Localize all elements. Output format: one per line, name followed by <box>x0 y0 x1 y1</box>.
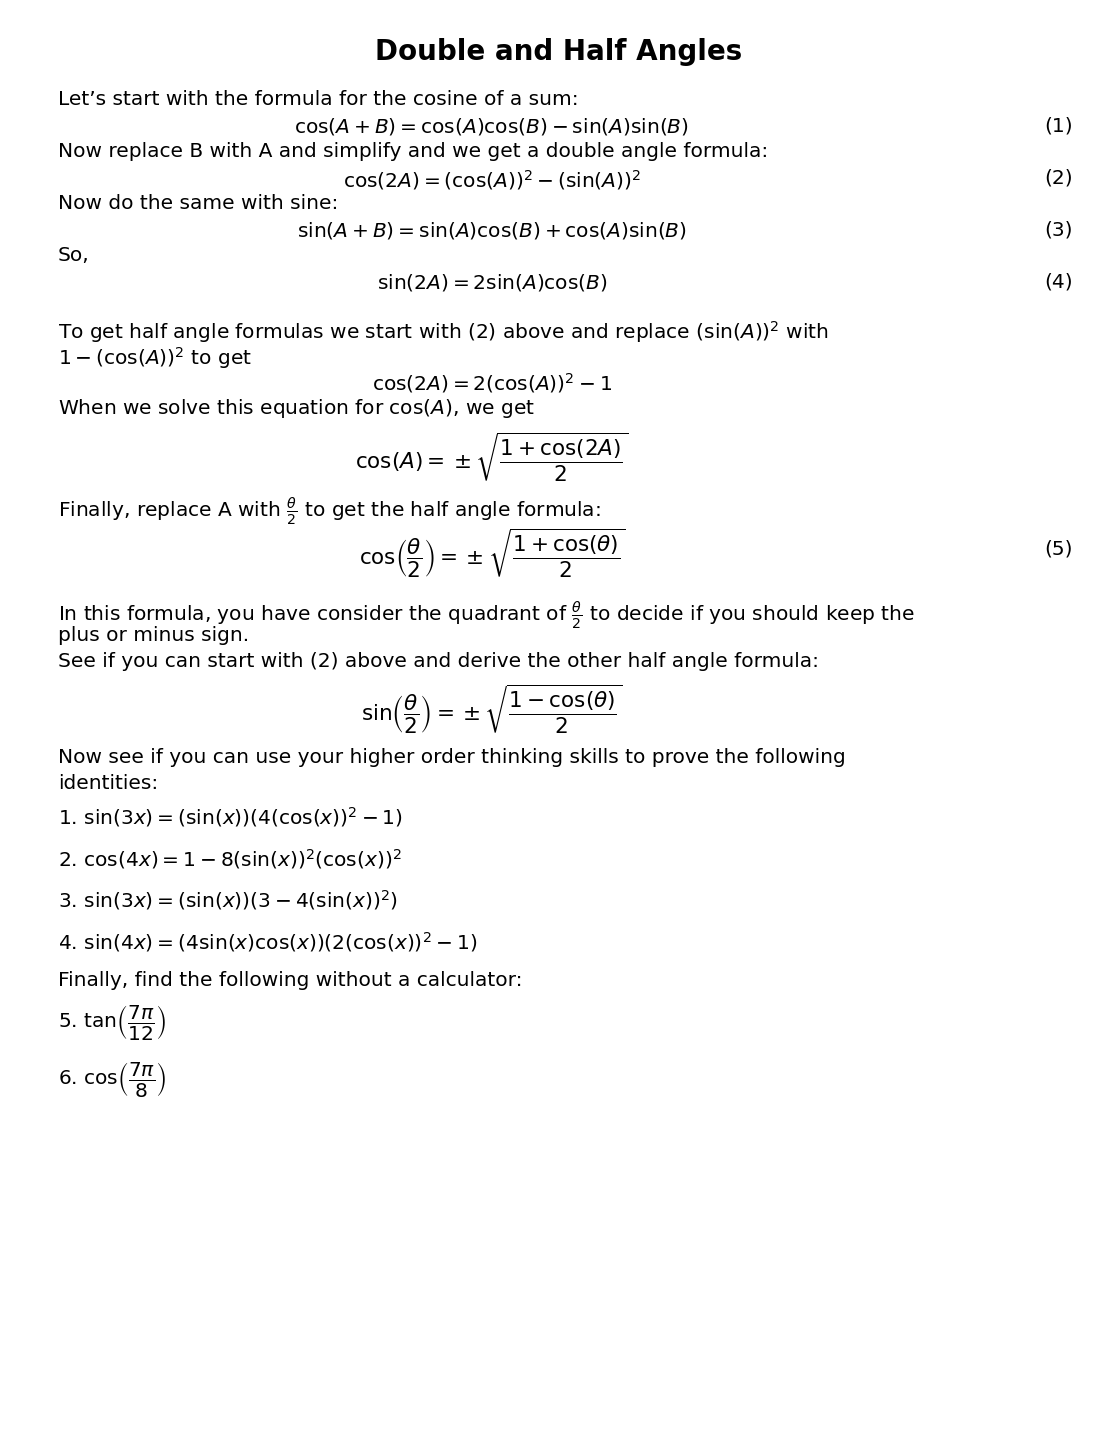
Text: 5. $\tan\!\left(\dfrac{7\pi}{12}\right)$: 5. $\tan\!\left(\dfrac{7\pi}{12}\right)$ <box>58 1002 167 1041</box>
Text: 2. $\cos(4x) = 1 - 8(\sin(x))^2(\cos(x))^2$: 2. $\cos(4x) = 1 - 8(\sin(x))^2(\cos(x))… <box>58 846 401 871</box>
Text: plus or minus sign.: plus or minus sign. <box>58 626 249 644</box>
Text: (3): (3) <box>1044 221 1073 239</box>
Text: 6. $\cos\!\left(\dfrac{7\pi}{8}\right)$: 6. $\cos\!\left(\dfrac{7\pi}{8}\right)$ <box>58 1060 167 1098</box>
Text: $\cos(2A) = (\cos(A))^2 - (\sin(A))^2$: $\cos(2A) = (\cos(A))^2 - (\sin(A))^2$ <box>343 168 641 192</box>
Text: $\cos(2A) = 2(\cos(A))^2 - 1$: $\cos(2A) = 2(\cos(A))^2 - 1$ <box>372 371 612 395</box>
Text: (1): (1) <box>1044 116 1073 135</box>
Text: So,: So, <box>58 246 89 265</box>
Text: $\sin(A + B) = \sin(A)\cos(B) + \cos(A)\sin(B)$: $\sin(A + B) = \sin(A)\cos(B) + \cos(A)\… <box>297 221 686 241</box>
Text: To get half angle formulas we start with (2) above and replace $(\sin(A))^2$ wit: To get half angle formulas we start with… <box>58 319 828 345</box>
Text: 4. $\sin(4x) = (4\sin(x)\cos(x))(2(\cos(x))^2 - 1)$: 4. $\sin(4x) = (4\sin(x)\cos(x))(2(\cos(… <box>58 929 477 954</box>
Text: $\cos(A) = \pm\sqrt{\dfrac{1+\cos(2A)}{2}}$: $\cos(A) = \pm\sqrt{\dfrac{1+\cos(2A)}{2… <box>356 431 628 484</box>
Text: Now do the same with sine:: Now do the same with sine: <box>58 193 339 213</box>
Text: $\cos(A + B) = \cos(A)\cos(B) - \sin(A)\sin(B)$: $\cos(A + B) = \cos(A)\cos(B) - \sin(A)\… <box>294 116 690 137</box>
Text: $\sin\!\left(\dfrac{\theta}{2}\right) = \pm\sqrt{\dfrac{1-\cos(\theta)}{2}}$: $\sin\!\left(\dfrac{\theta}{2}\right) = … <box>361 683 623 736</box>
Text: (4): (4) <box>1044 272 1073 291</box>
Text: Let’s start with the formula for the cosine of a sum:: Let’s start with the formula for the cos… <box>58 90 579 109</box>
Text: Finally, find the following without a calculator:: Finally, find the following without a ca… <box>58 971 522 991</box>
Text: Finally, replace A with $\frac{\theta}{2}$ to get the half angle formula:: Finally, replace A with $\frac{\theta}{2… <box>58 495 600 527</box>
Text: (2): (2) <box>1044 168 1073 188</box>
Text: Now replace B with A and simplify and we get a double angle formula:: Now replace B with A and simplify and we… <box>58 142 768 160</box>
Text: $\cos\!\left(\dfrac{\theta}{2}\right) = \pm\sqrt{\dfrac{1+\cos(\theta)}{2}}$: $\cos\!\left(\dfrac{\theta}{2}\right) = … <box>359 527 625 580</box>
Text: identities:: identities: <box>58 773 159 793</box>
Text: When we solve this equation for $\cos(A)$, we get: When we solve this equation for $\cos(A)… <box>58 397 534 420</box>
Text: $1 - (\cos(A))^2$ to get: $1 - (\cos(A))^2$ to get <box>58 345 252 371</box>
Text: 1. $\sin(3x) = (\sin(x))(4(\cos(x))^2 - 1)$: 1. $\sin(3x) = (\sin(x))(4(\cos(x))^2 - … <box>58 805 402 829</box>
Text: See if you can start with (2) above and derive the other half angle formula:: See if you can start with (2) above and … <box>58 652 819 670</box>
Text: $\sin(2A) = 2\sin(A)\cos(B)$: $\sin(2A) = 2\sin(A)\cos(B)$ <box>377 272 607 294</box>
Text: (5): (5) <box>1044 540 1073 558</box>
Text: In this formula, you have consider the quadrant of $\frac{\theta}{2}$ to decide : In this formula, you have consider the q… <box>58 600 915 632</box>
Text: 3. $\sin(3x) = (\sin(x))(3 - 4(\sin(x))^2)$: 3. $\sin(3x) = (\sin(x))(3 - 4(\sin(x))^… <box>58 888 398 912</box>
Text: Now see if you can use your higher order thinking skills to prove the following: Now see if you can use your higher order… <box>58 748 845 766</box>
Text: Double and Half Angles: Double and Half Angles <box>376 39 742 66</box>
